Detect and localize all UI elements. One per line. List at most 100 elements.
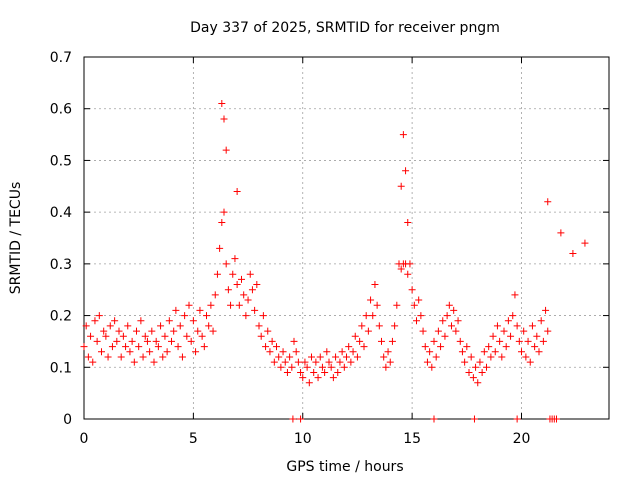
data-point — [130, 358, 138, 366]
data-point — [273, 343, 280, 351]
x-tick-label: 0 — [80, 431, 89, 447]
data-point — [507, 332, 515, 340]
data-point — [135, 343, 143, 351]
data-point — [207, 301, 215, 309]
data-point — [454, 317, 462, 325]
data-point — [301, 358, 309, 366]
data-point — [198, 332, 206, 340]
data-point — [200, 343, 208, 351]
data-point — [84, 353, 92, 361]
data-point — [323, 348, 331, 356]
data-point — [299, 374, 307, 382]
y-tick-label: 0.2 — [50, 309, 72, 325]
data-point — [98, 348, 105, 356]
data-point — [117, 353, 125, 361]
x-tick-label: 10 — [294, 431, 312, 447]
data-point — [89, 358, 97, 366]
data-point — [216, 244, 224, 252]
data-point — [266, 348, 274, 356]
data-point — [343, 353, 350, 361]
y-tick-label: 0 — [63, 412, 72, 428]
data-points — [80, 100, 589, 423]
data-point — [126, 348, 134, 356]
data-point — [235, 301, 243, 309]
data-point — [244, 296, 252, 304]
data-point — [297, 415, 305, 423]
data-point — [82, 322, 90, 330]
data-point — [220, 115, 228, 123]
data-point — [137, 317, 145, 325]
data-point — [176, 322, 184, 330]
data-point — [483, 363, 490, 371]
data-point — [218, 218, 226, 226]
data-point — [569, 250, 577, 258]
data-point — [362, 312, 370, 320]
data-point — [187, 337, 195, 345]
data-point — [286, 353, 294, 361]
data-point — [159, 353, 167, 361]
x-tick-label: 5 — [189, 431, 198, 447]
data-point — [277, 363, 285, 371]
data-point — [450, 306, 458, 314]
data-point — [380, 353, 388, 361]
x-tick-label: 20 — [513, 431, 531, 447]
data-point — [332, 353, 340, 361]
data-point — [393, 301, 401, 309]
data-point — [544, 327, 552, 335]
data-point — [185, 301, 193, 309]
data-point — [308, 353, 315, 361]
data-point — [209, 327, 217, 335]
data-point — [143, 337, 151, 345]
data-point — [87, 332, 95, 340]
x-axis-label: GPS time / hours — [286, 459, 403, 475]
data-point — [417, 312, 425, 320]
data-point — [423, 358, 431, 366]
data-point — [213, 270, 221, 278]
data-point — [467, 353, 475, 361]
data-point — [174, 343, 182, 351]
data-point — [496, 337, 504, 345]
data-point — [192, 348, 200, 356]
data-point — [95, 312, 103, 320]
data-point — [104, 353, 112, 361]
data-point — [183, 332, 191, 340]
data-point — [178, 353, 186, 361]
data-point — [113, 337, 121, 345]
data-point — [248, 286, 256, 294]
data-point — [533, 332, 541, 340]
data-point — [404, 218, 412, 226]
data-point — [430, 415, 438, 423]
data-point — [196, 306, 204, 314]
data-point — [152, 337, 160, 345]
data-point — [170, 327, 178, 335]
data-point — [312, 358, 320, 366]
data-point — [141, 332, 149, 340]
data-point — [500, 327, 508, 335]
data-point — [128, 337, 136, 345]
data-point — [205, 322, 213, 330]
data-point — [463, 343, 471, 351]
data-point — [502, 343, 510, 351]
data-point — [452, 327, 460, 335]
data-point — [537, 317, 545, 325]
data-point — [262, 343, 270, 351]
data-point — [281, 358, 289, 366]
data-point — [513, 415, 521, 423]
data-point — [470, 415, 478, 423]
data-point — [222, 146, 230, 154]
axis-ticks — [83, 56, 609, 420]
data-point — [305, 379, 313, 387]
data-point — [491, 348, 499, 356]
data-point — [154, 343, 162, 351]
data-point — [520, 327, 528, 335]
data-point — [347, 358, 355, 366]
data-point — [316, 353, 324, 361]
data-point — [364, 327, 372, 335]
data-point — [443, 312, 451, 320]
data-point — [283, 368, 291, 376]
data-point — [397, 182, 405, 190]
data-point — [557, 229, 565, 237]
data-point — [80, 343, 88, 351]
data-point — [544, 198, 552, 206]
